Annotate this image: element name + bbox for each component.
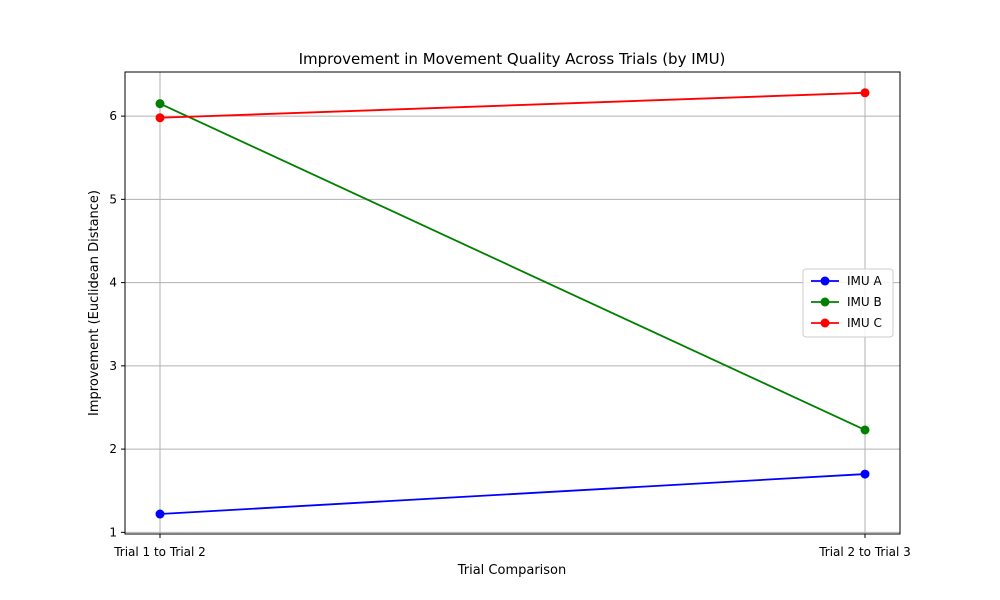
x-axis-label: Trial Comparison bbox=[457, 563, 567, 578]
y-axis-label: Improvement (Euclidean Distance) bbox=[87, 190, 102, 416]
legend-marker bbox=[820, 276, 830, 286]
series-line bbox=[159, 102, 866, 431]
series-layer bbox=[155, 88, 870, 519]
legend: IMU A IMU B IMU C bbox=[802, 268, 894, 338]
y-tick-label: 2 bbox=[109, 442, 117, 456]
y-tick-label: 6 bbox=[109, 109, 117, 123]
data-point bbox=[860, 425, 870, 435]
y-tick-label: 3 bbox=[109, 359, 117, 373]
y-tick-label: 1 bbox=[109, 525, 117, 539]
chart-title: Improvement in Movement Quality Across T… bbox=[299, 50, 726, 68]
y-tick-label: 5 bbox=[109, 192, 117, 206]
y-tick-label: 4 bbox=[109, 276, 117, 290]
series-line bbox=[159, 91, 866, 119]
data-point bbox=[860, 469, 870, 479]
data-point bbox=[155, 509, 165, 519]
series-line bbox=[159, 473, 866, 515]
ticks: 1 2 3 4 5 6 Trial 1 to Trial 2 Trial 2 to Trial… bbox=[109, 109, 910, 559]
legend-label: IMU B bbox=[847, 295, 882, 309]
data-point bbox=[155, 113, 165, 123]
legend-label: IMU C bbox=[847, 316, 882, 330]
x-tick-label: Trial 2 to Trial 3 bbox=[818, 545, 911, 559]
grid bbox=[125, 72, 900, 534]
legend-marker bbox=[820, 318, 830, 328]
data-point bbox=[860, 88, 870, 98]
plot-area bbox=[124, 71, 901, 535]
data-point bbox=[155, 99, 165, 109]
x-tick-label: Trial 1 to Trial 2 bbox=[113, 545, 206, 559]
legend-label: IMU A bbox=[847, 274, 882, 288]
legend-marker bbox=[820, 297, 830, 307]
